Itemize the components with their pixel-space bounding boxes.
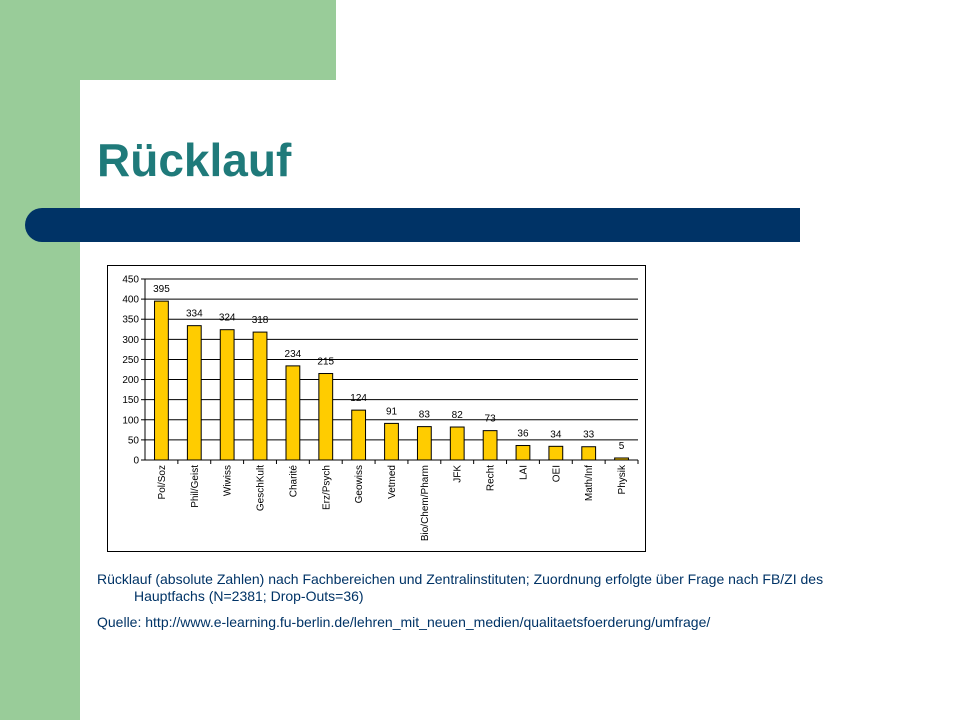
x-tick-label: JFK xyxy=(453,465,464,483)
bar xyxy=(186,325,202,461)
left-accent-strip xyxy=(0,0,80,720)
bar xyxy=(614,457,629,461)
bar xyxy=(351,409,367,461)
data-label: 234 xyxy=(285,349,302,360)
x-tick-label: Erz/Psych xyxy=(321,465,332,510)
data-label: 215 xyxy=(317,357,334,368)
bar xyxy=(252,331,268,461)
bar xyxy=(548,445,564,461)
y-tick-label: 100 xyxy=(122,415,139,426)
slide-title: Rücklauf xyxy=(97,134,292,186)
x-tick-label: Math/Inf xyxy=(584,465,595,501)
x-tick-label: Pol/Soz xyxy=(157,465,168,499)
x-tick-label: Geowiss xyxy=(354,465,365,503)
bar xyxy=(285,365,301,461)
y-tick-label: 400 xyxy=(122,295,139,306)
x-tick-label: Charité xyxy=(288,465,299,498)
bar xyxy=(449,426,465,461)
x-tick-label: GeschKult xyxy=(256,465,267,511)
data-label: 73 xyxy=(485,414,497,425)
y-tick-label: 200 xyxy=(122,375,139,386)
top-accent-block xyxy=(80,0,336,80)
y-tick-label: 300 xyxy=(122,335,139,346)
x-tick-label: Vetmed xyxy=(387,465,398,499)
caption-text: Rücklauf (absolute Zahlen) nach Fachbere… xyxy=(97,571,824,604)
title-divider-bar xyxy=(25,208,800,242)
data-label: 33 xyxy=(583,430,595,441)
chart-frame: 0 50 100 150 200 250 300 350 400 450 395 Pol/Soz 334… xyxy=(107,265,646,552)
data-label: 5 xyxy=(619,441,625,452)
y-tick-label: 350 xyxy=(122,315,139,326)
x-tick-label: Phil/Geist xyxy=(190,465,201,508)
bar xyxy=(482,430,498,461)
source-text: Quelle: http://www.e-learning.fu-berlin.… xyxy=(97,614,711,630)
y-tick-label: 450 xyxy=(122,275,139,286)
x-tick-label: Bio/Chem/Pharm xyxy=(420,465,431,541)
data-label: 34 xyxy=(550,429,562,440)
bar xyxy=(219,329,235,461)
bar xyxy=(154,300,169,461)
bar xyxy=(384,422,399,461)
bar xyxy=(318,373,334,461)
data-label: 124 xyxy=(350,393,367,404)
y-tick-label: 250 xyxy=(122,355,139,366)
bar xyxy=(581,446,597,461)
bar xyxy=(515,445,531,461)
data-label: 324 xyxy=(219,313,236,324)
data-label: 334 xyxy=(186,309,203,320)
data-label: 83 xyxy=(419,410,431,421)
caption: Rücklauf (absolute Zahlen) nach Fachbere… xyxy=(97,571,877,631)
y-tick-label: 0 xyxy=(133,456,139,467)
data-label: 395 xyxy=(153,284,170,295)
x-tick-label: Recht xyxy=(486,465,497,491)
x-tick-label: Physik xyxy=(617,464,628,494)
y-tick-label: 50 xyxy=(128,435,140,446)
y-tick-label: 150 xyxy=(122,395,139,406)
data-label: 91 xyxy=(386,406,398,417)
data-label: 36 xyxy=(517,429,529,440)
x-tick-label: Wiwiss xyxy=(223,465,234,496)
bar xyxy=(416,426,432,461)
x-tick-label: LAI xyxy=(518,465,529,480)
data-label: 82 xyxy=(452,410,464,421)
x-tick-label: OEI xyxy=(551,465,562,482)
bar-chart: 0 50 100 150 200 250 300 350 400 450 395 Pol/Soz 334… xyxy=(122,275,639,541)
data-label: 318 xyxy=(252,315,269,326)
